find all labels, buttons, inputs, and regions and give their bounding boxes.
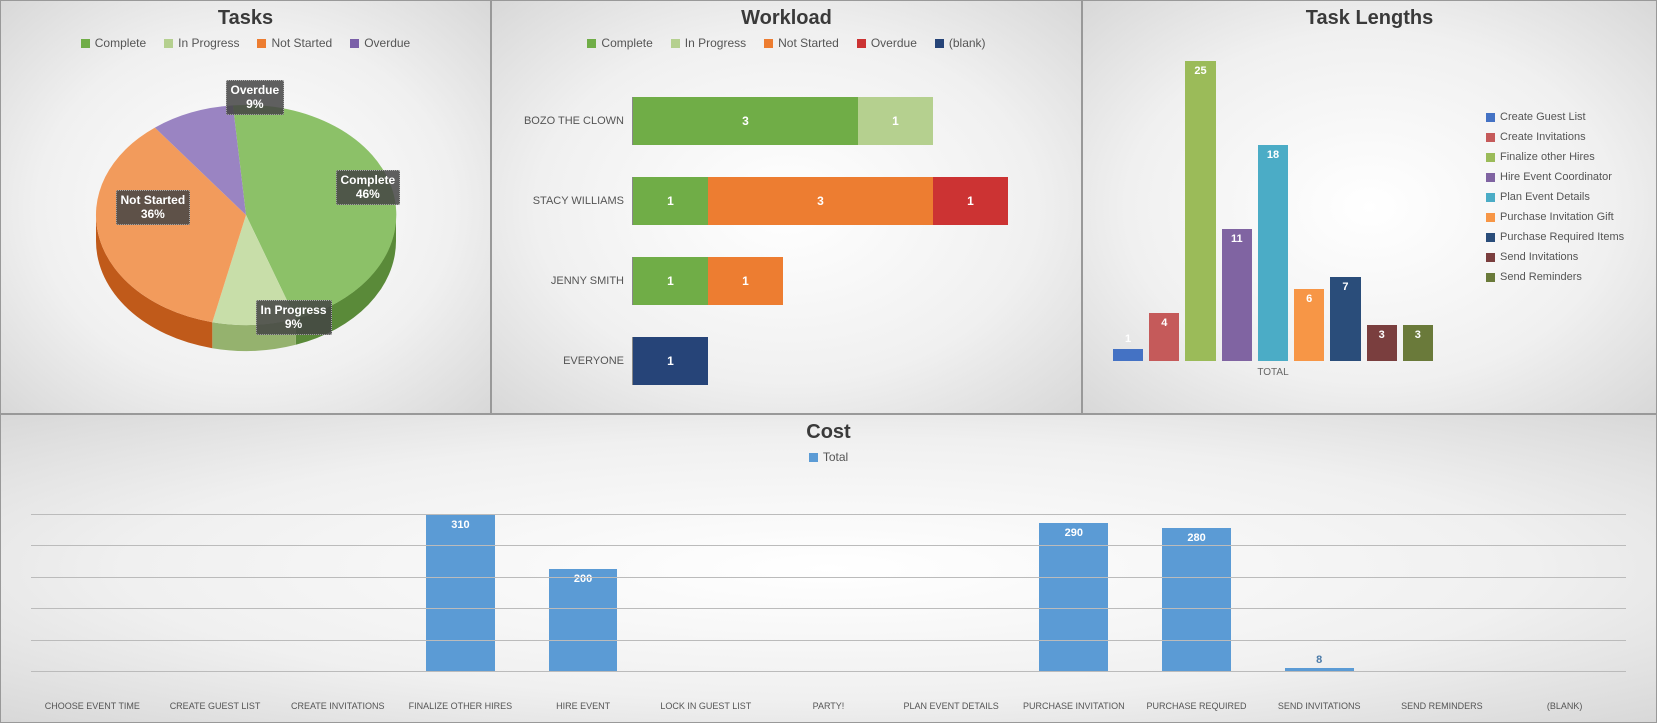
lengths-legend-item: Create Invitations <box>1486 131 1646 143</box>
workload-legend-item: In Progress <box>671 36 746 50</box>
lengths-title: Task Lengths <box>1083 1 1656 30</box>
length-bar: 11 <box>1222 229 1252 361</box>
workload-segment: 3 <box>633 97 858 145</box>
cost-xlabel: PLAN EVENT DETAILS <box>890 702 1013 712</box>
cost-xlabel: CHOOSE EVENT TIME <box>31 702 154 712</box>
tasks-pie: Complete46% In Progress9% Not Started36% Ov… <box>76 60 416 360</box>
lengths-legend-item: Create Guest List <box>1486 111 1646 123</box>
lengths-legend: Create Guest List Create Invitations Final… <box>1486 111 1646 291</box>
workload-row-name: BOZO THE CLOWN <box>522 115 632 127</box>
lengths-chart: 142511186733 TOTAL <box>1103 61 1443 393</box>
cost-xlabel: FINALIZE OTHER HIRES <box>399 702 522 712</box>
cost-legend-label: Total <box>823 450 848 464</box>
lengths-legend-item: Send Invitations <box>1486 251 1646 263</box>
lengths-xlabel: TOTAL <box>1103 367 1443 378</box>
lengths-legend-item: Send Reminders <box>1486 271 1646 283</box>
cost-xlabel: HIRE EVENT <box>522 702 645 712</box>
cost-column <box>154 515 277 672</box>
cost-column: 310 <box>399 515 522 672</box>
cost-bar: 280 <box>1162 528 1231 672</box>
cost-xlabels: CHOOSE EVENT TIMECREATE GUEST LISTCREATE… <box>31 702 1626 712</box>
lengths-legend-item: Purchase Invitation Gift <box>1486 211 1646 223</box>
cost-panel: Cost Total 310 200 290 280 8 CHOOSE EVENT TI… <box>0 414 1657 723</box>
cost-xlabel: (BLANK) <box>1503 702 1626 712</box>
workload-segment: 1 <box>933 177 1008 225</box>
cost-column <box>767 515 890 672</box>
tasks-legend-item: Complete <box>81 36 146 50</box>
tasks-legend-item: Not Started <box>257 36 332 50</box>
workload-segment: 1 <box>858 97 933 145</box>
workload-row: EVERYONE1 <box>522 321 1061 401</box>
workload-legend-item: Not Started <box>764 36 839 50</box>
cost-column <box>890 515 1013 672</box>
cost-xlabel: SEND REMINDERS <box>1381 702 1504 712</box>
cost-column: 290 <box>1013 515 1136 672</box>
cost-xlabel: CREATE GUEST LIST <box>154 702 277 712</box>
cost-column <box>276 515 399 672</box>
pie-label-in-progress: In Progress9% <box>256 300 332 335</box>
workload-legend-item: (blank) <box>935 36 986 50</box>
cost-xlabel: LOCK IN GUEST LIST <box>644 702 767 712</box>
pie-label-complete: Complete46% <box>336 170 401 205</box>
workload-row-name: JENNY SMITH <box>522 275 632 287</box>
length-bar: 25 <box>1185 61 1215 361</box>
workload-row: STACY WILLIAMS131 <box>522 161 1061 241</box>
cost-bar: 200 <box>549 569 618 672</box>
cost-chart: 310 200 290 280 8 <box>31 515 1626 672</box>
cost-title: Cost <box>1 415 1656 444</box>
lengths-legend-item: Plan Event Details <box>1486 191 1646 203</box>
workload-segment: 1 <box>633 257 708 305</box>
workload-chart: BOZO THE CLOWN31STACY WILLIAMS131JENNY S… <box>522 81 1061 393</box>
tasks-legend-item: In Progress <box>164 36 239 50</box>
cost-column <box>644 515 767 672</box>
cost-column <box>1503 515 1626 672</box>
length-bar: 6 <box>1294 289 1324 361</box>
tasks-title: Tasks <box>1 1 490 30</box>
workload-segment: 1 <box>633 337 708 385</box>
lengths-legend-item: Hire Event Coordinator <box>1486 171 1646 183</box>
lengths-legend-item: Finalize other Hires <box>1486 151 1646 163</box>
workload-row: JENNY SMITH11 <box>522 241 1061 321</box>
cost-column: 280 <box>1135 515 1258 672</box>
cost-xlabel: PARTY! <box>767 702 890 712</box>
tasks-legend-item: Overdue <box>350 36 410 50</box>
cost-xlabel: PURCHASE REQUIRED <box>1135 702 1258 712</box>
workload-segment: 3 <box>708 177 933 225</box>
workload-row-name: EVERYONE <box>522 355 632 367</box>
length-bar: 7 <box>1330 277 1360 361</box>
cost-xlabel: SEND INVITATIONS <box>1258 702 1381 712</box>
lengths-panel: Task Lengths 142511186733 TOTAL Create G… <box>1082 0 1657 414</box>
workload-title: Workload <box>492 1 1081 30</box>
workload-legend: Complete In Progress Not Started Overdue (bl… <box>492 36 1081 50</box>
cost-column <box>1381 515 1504 672</box>
pie-label-overdue: Overdue9% <box>226 80 285 115</box>
workload-legend-item: Complete <box>587 36 652 50</box>
cost-column: 200 <box>522 515 645 672</box>
pie-label-not-started: Not Started36% <box>116 190 191 225</box>
tasks-legend: Complete In Progress Not Started Overdue <box>1 36 490 50</box>
cost-column: 8 <box>1258 515 1381 672</box>
cost-xlabel: CREATE INVITATIONS <box>276 702 399 712</box>
workload-legend-item: Overdue <box>857 36 917 50</box>
length-bar: 4 <box>1149 313 1179 361</box>
length-bar: 3 <box>1403 325 1433 361</box>
cost-legend: Total <box>1 450 1656 464</box>
lengths-legend-item: Purchase Required Items <box>1486 231 1646 243</box>
cost-column <box>31 515 154 672</box>
cost-xlabel: PURCHASE INVITATION <box>1013 702 1136 712</box>
workload-segment: 1 <box>708 257 783 305</box>
length-bar: 3 <box>1367 325 1397 361</box>
workload-panel: Workload Complete In Progress Not Started O… <box>491 0 1082 414</box>
workload-row-name: STACY WILLIAMS <box>522 195 632 207</box>
tasks-panel: Tasks Complete In Progress Not Started Over… <box>0 0 491 414</box>
length-bar: 18 <box>1258 145 1288 361</box>
workload-segment: 1 <box>633 177 708 225</box>
length-bar: 1 <box>1113 349 1143 361</box>
cost-bar: 310 <box>426 515 495 672</box>
workload-row: BOZO THE CLOWN31 <box>522 81 1061 161</box>
